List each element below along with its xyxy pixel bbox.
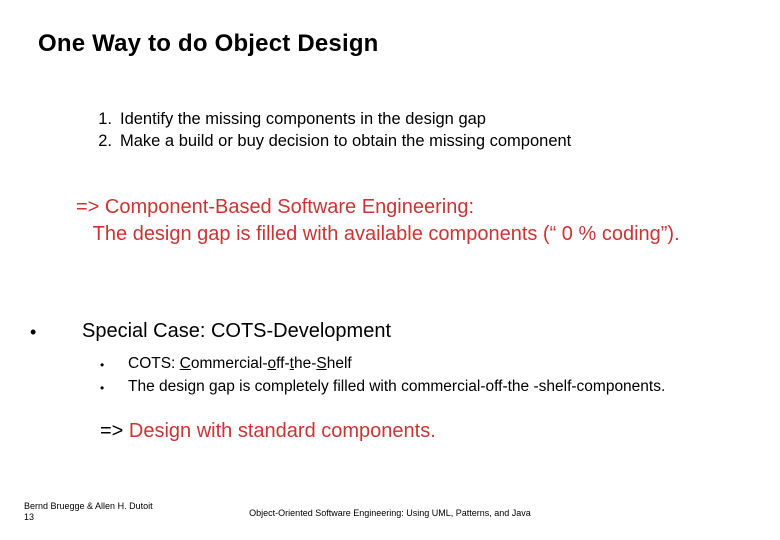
step-text: Make a build or buy decision to obtain t… xyxy=(120,130,704,152)
cots-underline-s: S xyxy=(316,355,326,372)
sub-item-fill: • The design gap is completely filled wi… xyxy=(100,377,720,398)
conclusion-text: Design with standard components. xyxy=(129,420,436,442)
special-case-heading-row: • Special Case: COTS-Development xyxy=(24,320,724,345)
cbse-line-2: The design gap is filled with available … xyxy=(76,221,696,248)
cots-suffix: helf xyxy=(327,355,352,372)
cots-underline-o: o xyxy=(268,355,277,372)
slide: One Way to do Object Design 1. Identify … xyxy=(0,0,780,540)
cbse-callout: => Component-Based Software Engineering:… xyxy=(76,194,696,248)
cots-mid2: ff- xyxy=(276,355,290,372)
cbse-line-1: => Component-Based Software Engineering: xyxy=(76,194,696,221)
sub-item-text: The design gap is completely filled with… xyxy=(128,377,720,398)
footer-center: Object-Oriented Software Engineering: Us… xyxy=(0,508,780,518)
bullet-icon: • xyxy=(100,354,128,375)
cots-definition: COTS: Commercial-off-the-Shelf xyxy=(128,354,720,375)
bullet-icon: • xyxy=(100,377,128,398)
special-case-sublist: • COTS: Commercial-off-the-Shelf • The d… xyxy=(100,354,720,400)
step-2: 2. Make a build or buy decision to obtai… xyxy=(84,130,704,152)
cots-mid3: he- xyxy=(294,355,316,372)
bullet-icon: • xyxy=(24,320,82,345)
step-text: Identify the missing components in the d… xyxy=(120,108,704,130)
slide-title: One Way to do Object Design xyxy=(38,30,379,58)
step-1: 1. Identify the missing components in th… xyxy=(84,108,704,130)
step-number: 1. xyxy=(84,108,120,130)
conclusion: => Design with standard components. xyxy=(100,420,720,443)
sub-item-cots: • COTS: Commercial-off-the-Shelf xyxy=(100,354,720,375)
arrow-icon: => xyxy=(100,420,129,442)
cots-mid1: ommercial- xyxy=(191,355,268,372)
step-number: 2. xyxy=(84,130,120,152)
cots-prefix: COTS: xyxy=(128,355,180,372)
special-case-heading: Special Case: COTS-Development xyxy=(82,320,724,345)
numbered-steps: 1. Identify the missing components in th… xyxy=(84,108,704,153)
cots-underline-c: C xyxy=(180,355,191,372)
